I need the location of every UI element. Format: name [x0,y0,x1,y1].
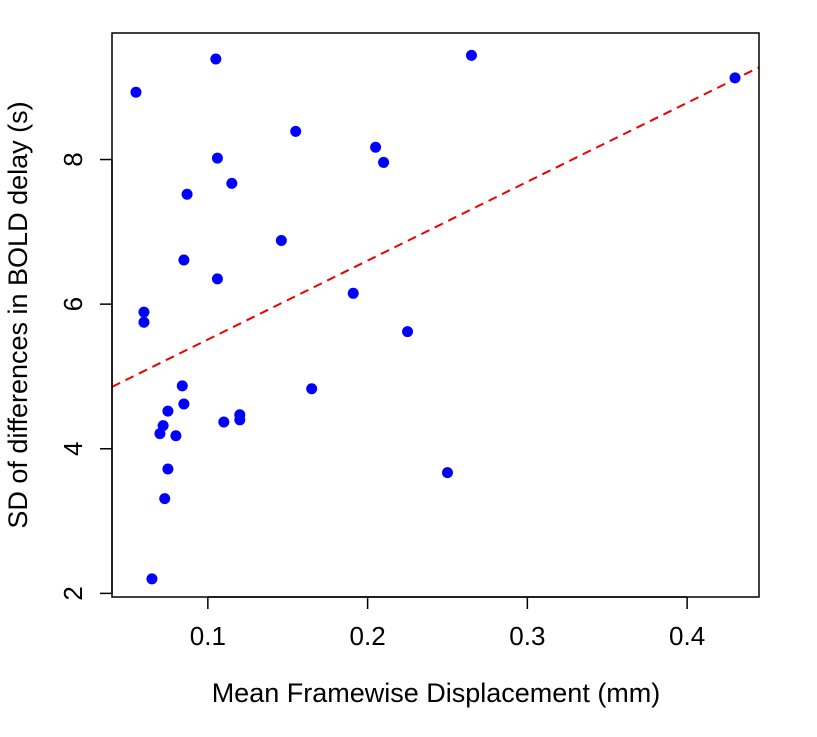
data-point [181,188,193,200]
y-tick-label: 6 [58,297,88,311]
y-axis: 2 4 6 8 [58,152,113,601]
x-tick-label: 0.1 [190,621,226,651]
x-tick-label: 0.4 [669,621,705,651]
data-point [465,49,477,61]
y-tick-label: 2 [58,586,88,600]
trend-line [111,66,760,388]
data-point [370,141,382,153]
data-point [211,273,223,285]
data-point [176,380,188,392]
data-point [170,430,182,442]
data-point [162,405,174,417]
x-axis-title: Mean Framewise Displacement (mm) [212,678,661,708]
data-point [130,86,142,98]
data-point [402,326,414,338]
data-point [162,463,174,475]
data-point [159,493,171,505]
data-point [234,414,246,426]
y-tick-label: 8 [58,152,88,166]
x-axis: 0.1 0.2 0.3 0.4 [190,596,705,651]
data-point [146,573,158,585]
data-point [226,177,238,189]
x-tick-label: 0.3 [509,621,545,651]
data-point [441,467,453,479]
data-point [290,125,302,137]
y-tick-label: 4 [58,442,88,456]
data-point [347,287,359,299]
data-point [218,416,230,428]
data-point [275,235,287,247]
data-point [178,254,190,266]
y-axis-title: SD of differences in BOLD delay (s) [3,101,33,528]
points-layer [130,49,741,585]
data-point [306,383,318,395]
trend-layer [111,66,760,388]
data-point [729,72,741,84]
data-point [378,156,390,168]
data-point [138,316,150,328]
x-tick-label: 0.2 [350,621,386,651]
data-point [154,428,166,440]
data-point [211,152,223,164]
data-point [178,398,190,410]
data-point [210,53,222,65]
data-point [138,306,150,318]
